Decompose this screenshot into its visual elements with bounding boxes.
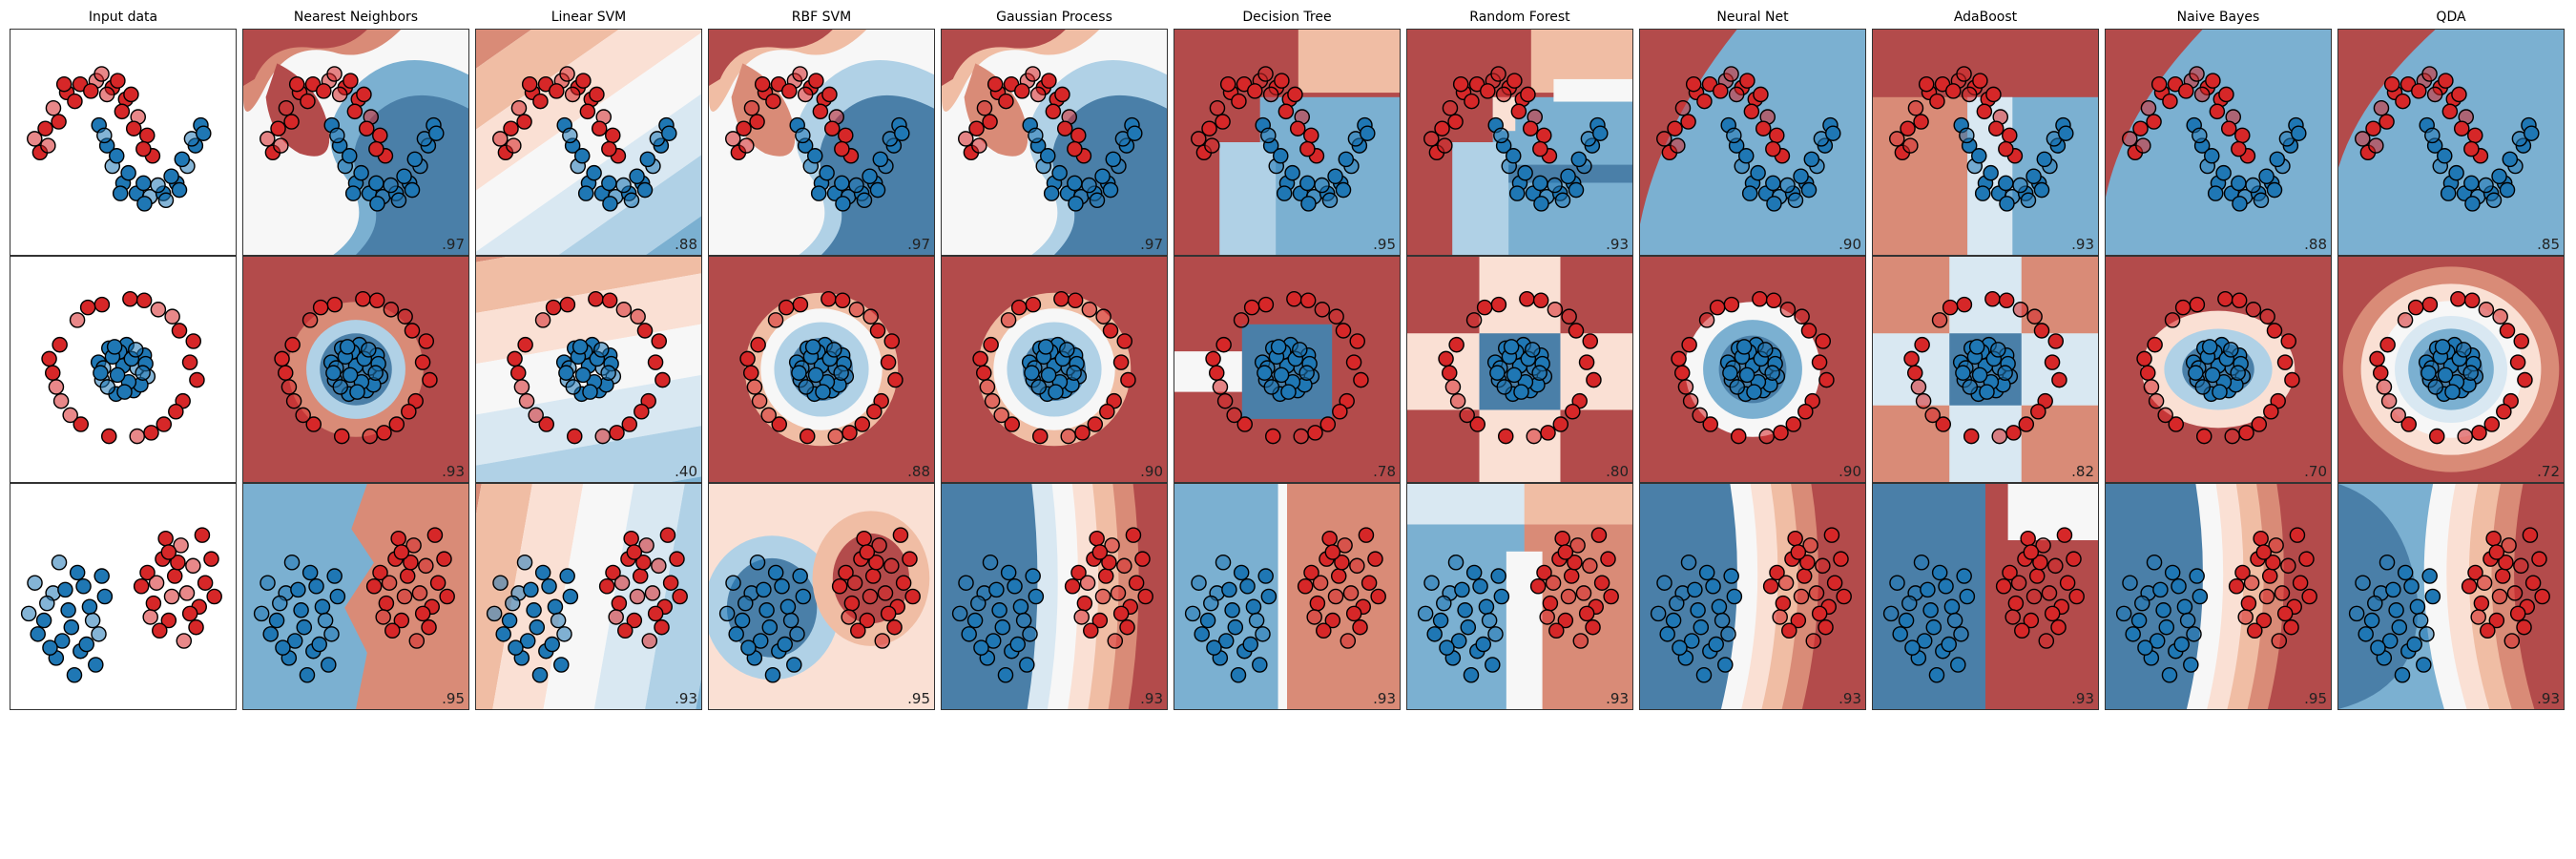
column-title: Neural Net <box>1639 10 1866 27</box>
accuracy-score: .93 <box>2071 690 2094 707</box>
accuracy-score: .93 <box>1373 690 1396 707</box>
column-title: Random Forest <box>1406 10 1633 27</box>
column-rforest: Random Forest .93 .80 .93 <box>1406 10 1633 710</box>
column-title: Decision Tree <box>1174 10 1401 27</box>
accuracy-score: .93 <box>2071 236 2094 253</box>
column-title: RBF SVM <box>708 10 935 27</box>
plot-row1-rforest: .80 <box>1406 256 1633 483</box>
accuracy-score: .95 <box>907 690 930 707</box>
plot-row0-dtree: .95 <box>1174 29 1401 256</box>
column-title: Gaussian Process <box>941 10 1168 27</box>
plot-row2-qda: .93 <box>2337 483 2565 710</box>
column-input: Input data <box>10 10 237 710</box>
column-title: Naive Bayes <box>2105 10 2332 27</box>
accuracy-score: .93 <box>1140 690 1163 707</box>
plot-row2-ada: .93 <box>1872 483 2099 710</box>
plot-row2-nb: .95 <box>2105 483 2332 710</box>
accuracy-score: .40 <box>675 463 697 480</box>
plot-row2-mlp: .93 <box>1639 483 1866 710</box>
plot-row2-input <box>10 483 237 710</box>
plot-row2-knn: .95 <box>242 483 469 710</box>
accuracy-score: .97 <box>442 236 465 253</box>
column-ada: AdaBoost .93 .82 .93 <box>1872 10 2099 710</box>
accuracy-score: .93 <box>675 690 697 707</box>
accuracy-score: .97 <box>907 236 930 253</box>
plot-row0-rforest: .93 <box>1406 29 1633 256</box>
plot-row2-linsvm: .93 <box>475 483 702 710</box>
plot-row0-nb: .88 <box>2105 29 2332 256</box>
accuracy-score: .93 <box>1606 236 1629 253</box>
column-title: Linear SVM <box>475 10 702 27</box>
plot-row1-dtree: .78 <box>1174 256 1401 483</box>
plot-row2-rbfsvm: .95 <box>708 483 935 710</box>
accuracy-score: .88 <box>2304 236 2327 253</box>
plot-row0-qda: .85 <box>2337 29 2565 256</box>
accuracy-score: .93 <box>1606 690 1629 707</box>
plot-row0-mlp: .90 <box>1639 29 1866 256</box>
column-dtree: Decision Tree .95 .78 .93 <box>1174 10 1401 710</box>
plot-row0-input <box>10 29 237 256</box>
accuracy-score: .85 <box>2537 236 2560 253</box>
plot-row0-gp: .97 <box>941 29 1168 256</box>
column-nb: Naive Bayes .88 .70 .95 <box>2105 10 2332 710</box>
accuracy-score: .93 <box>2537 690 2560 707</box>
accuracy-score: .97 <box>1140 236 1163 253</box>
accuracy-score: .95 <box>1373 236 1396 253</box>
plot-row1-linsvm: .40 <box>475 256 702 483</box>
plot-grid: Input data Nearest Neighbors .97 .93 .95 Line… <box>10 10 2576 710</box>
plot-row1-knn: .93 <box>242 256 469 483</box>
accuracy-score: .72 <box>2537 463 2560 480</box>
column-linsvm: Linear SVM .88 .40 .93 <box>475 10 702 710</box>
accuracy-score: .90 <box>1839 463 1861 480</box>
plot-row0-rbfsvm: .97 <box>708 29 935 256</box>
plot-row0-linsvm: .88 <box>475 29 702 256</box>
accuracy-score: .70 <box>2304 463 2327 480</box>
plot-row2-rforest: .93 <box>1406 483 1633 710</box>
column-gp: Gaussian Process .97 .90 .93 <box>941 10 1168 710</box>
accuracy-score: .90 <box>1140 463 1163 480</box>
plot-row0-ada: .93 <box>1872 29 2099 256</box>
plot-row1-ada: .82 <box>1872 256 2099 483</box>
accuracy-score: .95 <box>442 690 465 707</box>
classifier-comparison-figure: Input data Nearest Neighbors .97 .93 .95 Line… <box>10 10 2576 710</box>
accuracy-score: .80 <box>1606 463 1629 480</box>
column-title: AdaBoost <box>1872 10 2099 27</box>
column-title: QDA <box>2337 10 2565 27</box>
column-rbfsvm: RBF SVM .97 .88 .95 <box>708 10 935 710</box>
plot-row1-input <box>10 256 237 483</box>
plot-row2-gp: .93 <box>941 483 1168 710</box>
column-title: Nearest Neighbors <box>242 10 469 27</box>
plot-row1-gp: .90 <box>941 256 1168 483</box>
accuracy-score: .88 <box>675 236 697 253</box>
plot-row1-qda: .72 <box>2337 256 2565 483</box>
column-title: Input data <box>10 10 237 27</box>
accuracy-score: .82 <box>2071 463 2094 480</box>
column-qda: QDA .85 .72 .93 <box>2337 10 2565 710</box>
plot-row0-knn: .97 <box>242 29 469 256</box>
accuracy-score: .78 <box>1373 463 1396 480</box>
plot-row1-nb: .70 <box>2105 256 2332 483</box>
plot-row2-dtree: .93 <box>1174 483 1401 710</box>
plot-row1-rbfsvm: .88 <box>708 256 935 483</box>
accuracy-score: .88 <box>907 463 930 480</box>
column-knn: Nearest Neighbors .97 .93 .95 <box>242 10 469 710</box>
plot-row1-mlp: .90 <box>1639 256 1866 483</box>
accuracy-score: .93 <box>442 463 465 480</box>
accuracy-score: .90 <box>1839 236 1861 253</box>
column-mlp: Neural Net .90 .90 .93 <box>1639 10 1866 710</box>
accuracy-score: .95 <box>2304 690 2327 707</box>
accuracy-score: .93 <box>1839 690 1861 707</box>
